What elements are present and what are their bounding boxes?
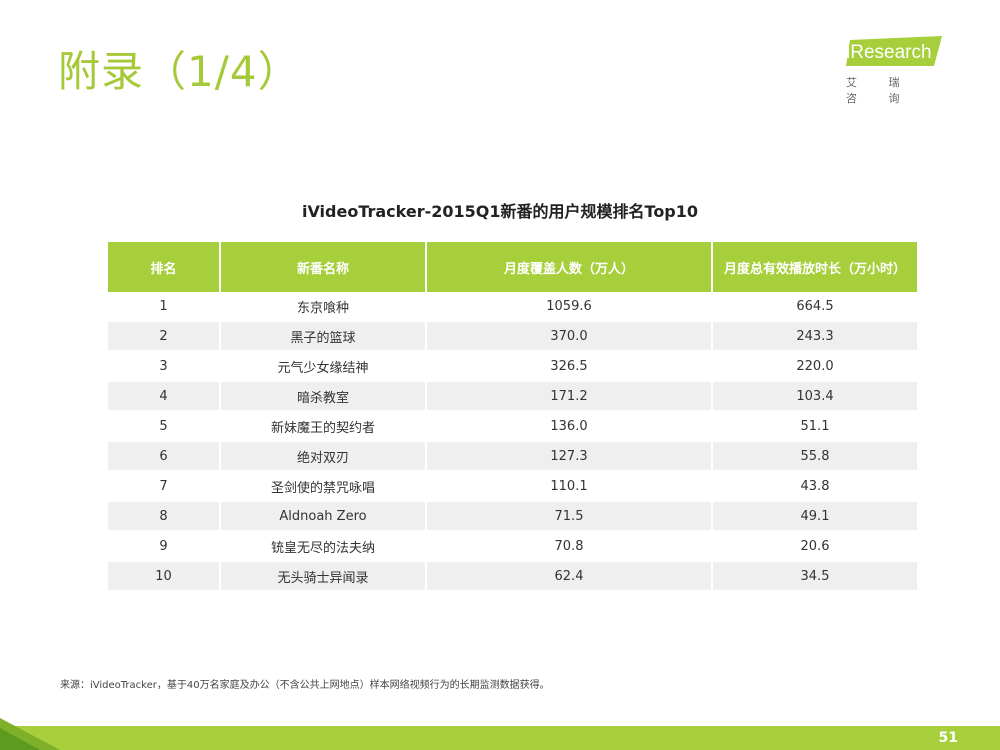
table-row: 2 黑子的篮球 370.0 243.3 <box>108 321 917 352</box>
coverage-cell: 1059.6 <box>426 292 713 322</box>
duration-cell: 664.5 <box>712 292 917 322</box>
duration-cell: 49.1 <box>712 501 917 532</box>
title-cell: 新妹魔王的契约者 <box>220 411 427 442</box>
rank-cell: 9 <box>108 531 221 562</box>
page-number: 51 <box>938 730 958 746</box>
duration-cell: 243.3 <box>712 321 917 352</box>
rank-cell: 6 <box>108 441 221 472</box>
table-row: 10 无头骑士异闻录 62.4 34.5 <box>108 561 917 592</box>
rank-cell: 2 <box>108 321 221 352</box>
duration-cell: 103.4 <box>712 381 917 412</box>
table-row: 7 圣剑使的禁咒咏唱 110.1 43.8 <box>108 471 917 502</box>
header-duration: 月度总有效播放时长（万小时） <box>712 242 917 292</box>
title-cell: 铳皇无尽的法夫纳 <box>220 531 427 562</box>
footer-accent-icon <box>0 718 60 750</box>
title-cell: Aldnoah Zero <box>220 501 427 532</box>
coverage-cell: 127.3 <box>426 441 713 472</box>
coverage-cell: 70.8 <box>426 531 713 562</box>
rank-cell: 1 <box>108 292 221 322</box>
coverage-cell: 62.4 <box>426 561 713 592</box>
title-cell: 无头骑士异闻录 <box>220 561 427 592</box>
table-header-row: 排名 新番名称 月度覆盖人数（万人） 月度总有效播放时长（万小时） <box>108 242 917 292</box>
rank-cell: 8 <box>108 501 221 532</box>
header-coverage: 月度覆盖人数（万人） <box>426 242 713 292</box>
table-title: iVideoTracker-2015Q1新番的用户规模排名Top10 <box>301 202 699 221</box>
logo-text: iResearch <box>846 42 932 63</box>
coverage-cell: 326.5 <box>426 351 713 382</box>
duration-cell: 20.6 <box>712 531 917 562</box>
title-cell: 绝对双刃 <box>220 441 427 472</box>
coverage-cell: 370.0 <box>426 321 713 352</box>
table-row: 3 元气少女缘结神 326.5 220.0 <box>108 351 917 382</box>
table-row: 5 新妹魔王的契约者 136.0 51.1 <box>108 411 917 442</box>
table-row: 9 铳皇无尽的法夫纳 70.8 20.6 <box>108 531 917 562</box>
coverage-cell: 71.5 <box>426 501 713 532</box>
footer-bar <box>0 726 1000 750</box>
table-row: 6 绝对双刃 127.3 55.8 <box>108 441 917 472</box>
logo-mark-icon <box>846 36 942 66</box>
duration-cell: 55.8 <box>712 441 917 472</box>
coverage-cell: 136.0 <box>426 411 713 442</box>
title-cell: 暗杀教室 <box>220 381 427 412</box>
duration-cell: 51.1 <box>712 411 917 442</box>
table-row: 4 暗杀教室 171.2 103.4 <box>108 381 917 412</box>
page-title: 附录（1/4） <box>58 47 301 96</box>
duration-cell: 34.5 <box>712 561 917 592</box>
rank-cell: 5 <box>108 411 221 442</box>
logo-subtitle: 艾 瑞 咨 询 <box>846 76 914 105</box>
duration-cell: 43.8 <box>712 471 917 502</box>
table-row: 8 Aldnoah Zero 71.5 49.1 <box>108 501 917 532</box>
coverage-cell: 171.2 <box>426 381 713 412</box>
ranking-table: 排名 新番名称 月度覆盖人数（万人） 月度总有效播放时长（万小时） 1 东京喰种… <box>108 242 917 592</box>
title-cell: 元气少女缘结神 <box>220 351 427 382</box>
header-rank: 排名 <box>108 242 221 292</box>
rank-cell: 4 <box>108 381 221 412</box>
duration-cell: 220.0 <box>712 351 917 382</box>
table-row: 1 东京喰种 1059.6 664.5 <box>108 292 917 322</box>
header-title: 新番名称 <box>220 242 427 292</box>
rank-cell: 7 <box>108 471 221 502</box>
rank-cell: 3 <box>108 351 221 382</box>
title-cell: 黑子的篮球 <box>220 321 427 352</box>
title-cell: 东京喰种 <box>220 292 427 322</box>
source-note: 来源：iVideoTracker，基于40万名家庭及办公（不含公共上网地点）样本… <box>60 680 550 691</box>
rank-cell: 10 <box>108 561 221 592</box>
title-cell: 圣剑使的禁咒咏唱 <box>220 471 427 502</box>
iresearch-logo: iResearch 艾 瑞 咨 询 <box>838 36 948 105</box>
coverage-cell: 110.1 <box>426 471 713 502</box>
